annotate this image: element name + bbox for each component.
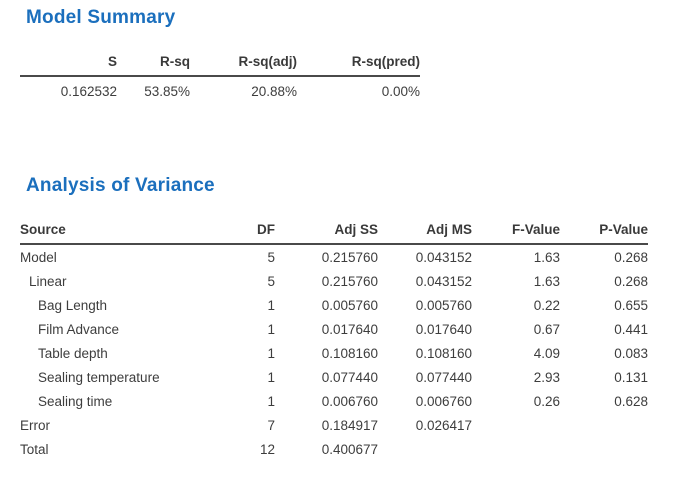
df-value: 1 xyxy=(267,394,275,409)
col-header-f-value: F-Value xyxy=(472,219,560,245)
source-label: Bag Length xyxy=(38,298,108,313)
f-value xyxy=(472,437,560,461)
f-value: 0.67 xyxy=(533,322,560,337)
adj-ss-value: 0.215760 xyxy=(321,250,378,265)
df-value: 5 xyxy=(267,274,275,289)
p-value: 0.441 xyxy=(614,322,648,337)
adj-ms-value xyxy=(378,437,472,461)
adj-ms-value: 0.017640 xyxy=(415,322,472,337)
p-value: 0.655 xyxy=(614,298,648,313)
anova-header-row: Source DF Adj SS Adj MS F-Value P-Value xyxy=(20,219,648,245)
value-rsq-adj: 20.88% xyxy=(251,84,297,99)
anova-row-sealing-time: Sealing time 1 0.006760 0.006760 0.26 0.… xyxy=(20,389,648,413)
col-header-adj-ms: Adj MS xyxy=(378,219,472,245)
model-summary-table: S R-sq R-sq(adj) R-sq(pred) 0.162532 53.… xyxy=(20,51,420,103)
model-summary-header-row: S R-sq R-sq(adj) R-sq(pred) xyxy=(20,51,420,77)
adj-ss-value: 0.215760 xyxy=(321,274,378,289)
source-label: Total xyxy=(20,442,49,457)
adj-ms-value: 0.043152 xyxy=(415,274,472,289)
p-value: 0.268 xyxy=(614,274,648,289)
col-header-rsq-pred: R-sq(pred) xyxy=(297,51,420,77)
f-value: 0.26 xyxy=(533,394,560,409)
anova-row-film-advance: Film Advance 1 0.017640 0.017640 0.67 0.… xyxy=(20,317,648,341)
col-header-rsq-adj: R-sq(adj) xyxy=(190,51,297,77)
model-summary-value-row: 0.162532 53.85% 20.88% 0.00% xyxy=(20,76,420,103)
p-value xyxy=(560,437,648,461)
adj-ms-value: 0.043152 xyxy=(415,250,472,265)
anova-row-linear: Linear 5 0.215760 0.043152 1.63 0.268 xyxy=(20,269,648,293)
f-value: 2.93 xyxy=(533,370,560,385)
adj-ss-value: 0.006760 xyxy=(321,394,378,409)
anova-title: Analysis of Variance xyxy=(26,175,215,196)
anova-row-sealing-temperature: Sealing temperature 1 0.077440 0.077440 … xyxy=(20,365,648,389)
adj-ss-value: 0.005760 xyxy=(321,298,378,313)
source-label: Sealing time xyxy=(38,394,113,409)
p-value: 0.131 xyxy=(614,370,648,385)
source-label: Error xyxy=(20,418,50,433)
p-value: 0.268 xyxy=(614,250,648,265)
source-label: Table depth xyxy=(38,346,108,361)
anova-row-model: Model 5 0.215760 0.043152 1.63 0.268 xyxy=(20,244,648,269)
col-header-adj-ss: Adj SS xyxy=(275,219,378,245)
anova-table: Source DF Adj SS Adj MS F-Value P-Value … xyxy=(20,219,648,461)
value-s: 0.162532 xyxy=(60,84,117,99)
adj-ms-value: 0.108160 xyxy=(415,346,472,361)
anova-row-total: Total 12 0.400677 xyxy=(20,437,648,461)
col-header-df: DF xyxy=(230,219,275,245)
source-label: Model xyxy=(20,250,57,265)
adj-ss-value: 0.400677 xyxy=(321,442,378,457)
source-label: Linear xyxy=(29,274,67,289)
df-value: 1 xyxy=(267,370,275,385)
source-label: Sealing temperature xyxy=(38,370,160,385)
f-value xyxy=(472,413,560,437)
df-value: 1 xyxy=(267,346,275,361)
col-header-s: S xyxy=(20,51,117,77)
adj-ss-value: 0.184917 xyxy=(321,418,378,433)
adj-ss-value: 0.108160 xyxy=(321,346,378,361)
adj-ss-value: 0.077440 xyxy=(321,370,378,385)
value-rsq-pred: 0.00% xyxy=(381,84,420,99)
df-value: 1 xyxy=(267,298,275,313)
adj-ms-value: 0.026417 xyxy=(415,418,472,433)
col-header-p-value: P-Value xyxy=(560,219,648,245)
f-value: 4.09 xyxy=(533,346,560,361)
df-value: 7 xyxy=(267,418,275,433)
anova-row-error: Error 7 0.184917 0.026417 xyxy=(20,413,648,437)
adj-ms-value: 0.006760 xyxy=(415,394,472,409)
source-label: Film Advance xyxy=(38,322,120,337)
p-value: 0.628 xyxy=(614,394,648,409)
p-value: 0.083 xyxy=(614,346,648,361)
adj-ms-value: 0.005760 xyxy=(415,298,472,313)
f-value: 0.22 xyxy=(533,298,560,313)
p-value xyxy=(560,413,648,437)
anova-row-bag-length: Bag Length 1 0.005760 0.005760 0.22 0.65… xyxy=(20,293,648,317)
adj-ms-value: 0.077440 xyxy=(415,370,472,385)
col-header-source: Source xyxy=(20,219,230,245)
adj-ss-value: 0.017640 xyxy=(321,322,378,337)
model-summary-title: Model Summary xyxy=(26,7,176,28)
col-header-rsq: R-sq xyxy=(117,51,190,77)
value-rsq: 53.85% xyxy=(144,84,190,99)
df-value: 12 xyxy=(259,442,275,457)
df-value: 1 xyxy=(267,322,275,337)
f-value: 1.63 xyxy=(533,274,560,289)
df-value: 5 xyxy=(267,250,275,265)
anova-row-table-depth: Table depth 1 0.108160 0.108160 4.09 0.0… xyxy=(20,341,648,365)
f-value: 1.63 xyxy=(533,250,560,265)
